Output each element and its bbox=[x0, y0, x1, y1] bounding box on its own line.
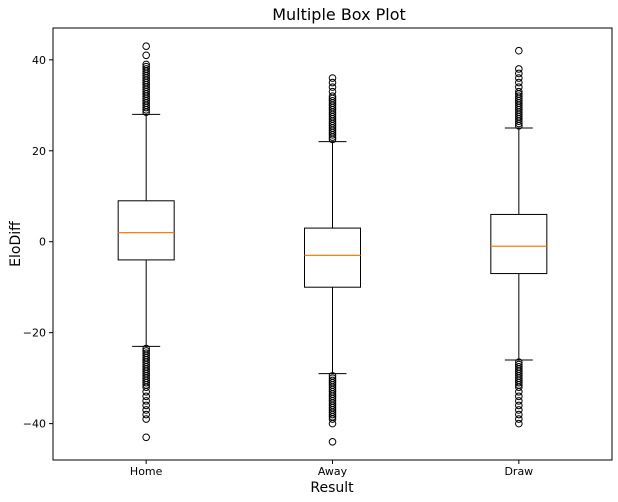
outlier-point bbox=[515, 69, 523, 78]
outlier-point bbox=[328, 87, 337, 96]
y-tick-label: 20 bbox=[32, 145, 46, 158]
outlier-point bbox=[328, 415, 337, 423]
outlier-point bbox=[142, 378, 150, 387]
box-group-draw bbox=[490, 46, 548, 428]
outlier-point bbox=[142, 406, 150, 414]
outlier-point bbox=[515, 87, 523, 96]
outlier-point bbox=[142, 51, 150, 60]
outlier-point bbox=[515, 74, 523, 82]
outlier-point bbox=[515, 78, 523, 87]
outlier-point bbox=[142, 387, 150, 396]
outlier-point bbox=[328, 74, 337, 82]
y-axis-label: EloDiff bbox=[8, 221, 24, 267]
plot-area: −40 −20 0 20 40 Home Away Draw bbox=[23, 27, 613, 478]
y-tick-label: −20 bbox=[23, 327, 46, 340]
outlier-point bbox=[328, 438, 337, 446]
y-tick-label: 40 bbox=[32, 54, 46, 67]
outlier-point bbox=[142, 62, 150, 71]
x-tick-label: Draw bbox=[504, 465, 533, 478]
box-group-home bbox=[117, 42, 175, 442]
outlier-point bbox=[515, 392, 523, 401]
outlier-point bbox=[142, 397, 150, 405]
outlier-point bbox=[142, 60, 150, 69]
y-tick-label: −40 bbox=[23, 418, 46, 431]
outlier-point bbox=[515, 65, 523, 73]
outlier-point bbox=[515, 406, 523, 414]
outlier-point bbox=[328, 83, 337, 91]
outlier-point bbox=[515, 383, 523, 392]
iqr-box bbox=[304, 227, 361, 288]
outlier-point bbox=[142, 65, 150, 73]
outlier-point bbox=[328, 92, 337, 101]
outlier-point bbox=[515, 46, 523, 55]
outlier-point bbox=[328, 419, 337, 428]
y-tick-label: 0 bbox=[39, 236, 46, 249]
outlier-point bbox=[515, 419, 523, 428]
iqr-box bbox=[117, 200, 175, 261]
outlier-point bbox=[515, 387, 523, 396]
outlier-point bbox=[142, 410, 150, 419]
outlier-point bbox=[515, 83, 523, 91]
x-tick-label: Home bbox=[130, 465, 163, 478]
outlier-point bbox=[142, 401, 150, 410]
outlier-point bbox=[142, 415, 150, 423]
outlier-point bbox=[515, 410, 523, 419]
chart-title: Multiple Box Plot bbox=[272, 5, 406, 24]
outlier-point bbox=[515, 92, 523, 101]
outlier-point bbox=[142, 42, 150, 50]
outlier-point bbox=[142, 392, 150, 401]
outlier-point bbox=[328, 410, 337, 419]
outlier-point bbox=[515, 378, 523, 387]
x-tick-label: Away bbox=[318, 465, 348, 478]
box-group-away bbox=[304, 74, 361, 446]
outlier-point bbox=[515, 415, 523, 423]
outlier-point bbox=[328, 78, 337, 87]
outlier-point bbox=[142, 383, 150, 392]
outlier-point bbox=[328, 96, 337, 105]
outlier-point bbox=[515, 401, 523, 410]
outlier-point bbox=[515, 397, 523, 405]
outlier-point bbox=[142, 433, 150, 442]
iqr-box bbox=[490, 213, 548, 275]
x-axis-label: Result bbox=[310, 480, 354, 496]
